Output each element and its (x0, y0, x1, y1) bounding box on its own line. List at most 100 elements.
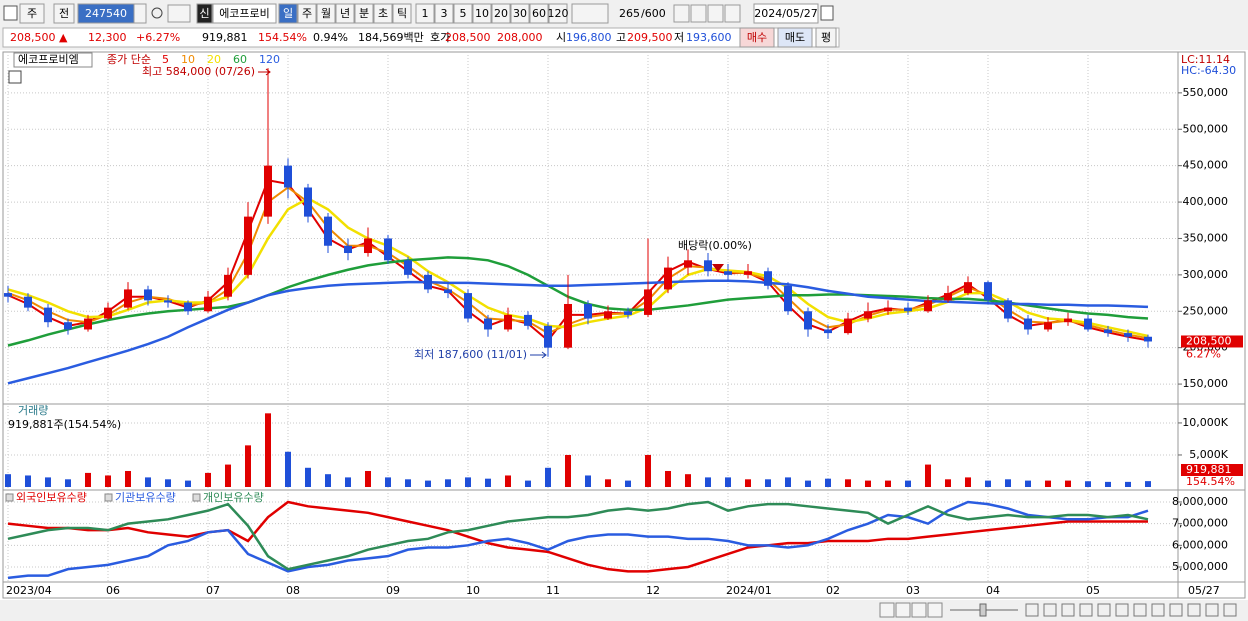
candle-body (664, 267, 672, 290)
icon[interactable] (3, 5, 18, 21)
button[interactable] (53, 3, 75, 24)
candle-body (704, 260, 712, 272)
button[interactable] (354, 3, 374, 24)
x-tick-label: 08 (286, 584, 300, 597)
button[interactable] (278, 3, 298, 24)
tool-icon[interactable] (690, 4, 707, 23)
button-label: 초 (378, 7, 388, 20)
count: 265 (619, 7, 640, 20)
tool-icon[interactable] (1079, 603, 1093, 617)
button[interactable] (196, 3, 213, 24)
scroll-button[interactable] (879, 602, 895, 618)
candle-body (1144, 336, 1152, 342)
candle-body (844, 318, 852, 334)
button[interactable] (510, 3, 530, 24)
button[interactable] (316, 3, 336, 24)
volume-bar (845, 479, 851, 487)
tool-icon[interactable] (1043, 603, 1057, 617)
button-label: 5 (460, 7, 467, 20)
tool-icon[interactable] (1133, 603, 1147, 617)
button[interactable] (529, 3, 549, 24)
volume-bar (5, 474, 11, 487)
indicator: LC:11.14 (1181, 53, 1230, 66)
candle-body (464, 293, 472, 319)
tool-icon[interactable] (1223, 603, 1237, 617)
volume-bar (1125, 481, 1131, 487)
candle-body (744, 271, 752, 275)
button-label: 신 (199, 7, 209, 20)
scroll-button[interactable] (911, 602, 927, 618)
dropdown[interactable] (571, 3, 609, 24)
candle-body (224, 274, 232, 297)
y-tick-label: 400,000 (1183, 195, 1229, 208)
volume-bar (625, 480, 631, 487)
candle-body (504, 314, 512, 330)
button-label: 틱 (397, 7, 407, 20)
button[interactable] (815, 27, 837, 48)
calc-icon[interactable] (8, 70, 22, 84)
button[interactable] (335, 3, 355, 24)
y-tick-label: 350,000 (1183, 231, 1229, 244)
candle-body (104, 307, 112, 319)
quote-low: 193,600 (686, 31, 732, 44)
tool-icon[interactable] (1025, 603, 1039, 617)
button-label: 분 (359, 7, 369, 20)
volume-bar (1005, 479, 1011, 487)
button[interactable] (753, 3, 819, 24)
quote-open: 196,800 (566, 31, 612, 44)
button[interactable] (373, 3, 393, 24)
tool-icon[interactable] (673, 4, 690, 23)
moving-average (7, 279, 1149, 385)
volume-bar (785, 477, 791, 487)
tool-icon[interactable] (1187, 603, 1201, 617)
button[interactable] (739, 27, 775, 48)
button-label: 30 (513, 7, 527, 20)
tool-icon[interactable] (1205, 603, 1219, 617)
volume-bar (685, 474, 691, 487)
volume-bar (485, 478, 491, 487)
x-tick-label: 11 (546, 584, 560, 597)
tool-icon[interactable] (707, 4, 724, 23)
candle-body (524, 314, 532, 326)
x-tick-label: 2023/04 (6, 584, 52, 597)
candle-body (984, 282, 992, 301)
tool-icon[interactable] (1061, 603, 1075, 617)
volume-bar (505, 475, 511, 487)
button[interactable] (472, 3, 492, 24)
quote-bg (2, 27, 840, 48)
annotation-low: 최저 187,600 (11/01) (414, 348, 527, 361)
tool-icon[interactable] (724, 4, 741, 23)
button[interactable] (392, 3, 412, 24)
candle-body (1064, 318, 1072, 323)
button-label: 평 (821, 31, 831, 44)
scroll-button[interactable] (895, 602, 911, 618)
button-label: 20 (494, 7, 508, 20)
candle-body (864, 311, 872, 319)
button[interactable] (297, 3, 317, 24)
sound-icon[interactable] (167, 4, 191, 23)
dropdown[interactable] (133, 3, 147, 24)
button[interactable] (19, 3, 45, 24)
moving-average (7, 196, 1149, 338)
scroll-thumb[interactable] (979, 603, 987, 617)
button[interactable] (548, 3, 568, 24)
button[interactable] (491, 3, 511, 24)
tool-icon[interactable] (1151, 603, 1165, 617)
button[interactable] (453, 3, 473, 24)
scroll-button[interactable] (927, 602, 943, 618)
panel-subtitle: 919,881주(154.54%) (8, 418, 121, 431)
button[interactable] (212, 3, 277, 24)
tool-icon[interactable] (1169, 603, 1183, 617)
volume-bar (365, 470, 371, 487)
tool-icon[interactable] (1097, 603, 1111, 617)
button[interactable] (434, 3, 454, 24)
x-tick-label: 04 (986, 584, 1000, 597)
quote-bid: 208,000 (497, 31, 543, 44)
tool-icon[interactable] (1115, 603, 1129, 617)
calendar-icon[interactable] (820, 5, 834, 21)
button[interactable] (415, 3, 435, 24)
button[interactable] (777, 27, 813, 48)
candle-body (164, 300, 172, 303)
search-icon[interactable] (151, 7, 163, 19)
candle-body (384, 238, 392, 261)
